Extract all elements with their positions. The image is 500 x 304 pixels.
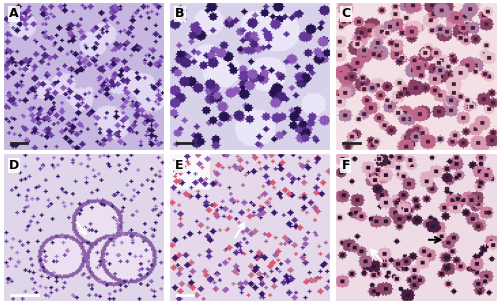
Text: D: D: [9, 159, 19, 172]
Text: E: E: [176, 159, 184, 172]
Text: B: B: [176, 8, 185, 20]
Text: A: A: [9, 8, 18, 20]
Text: F: F: [342, 159, 350, 172]
Text: C: C: [342, 8, 351, 20]
